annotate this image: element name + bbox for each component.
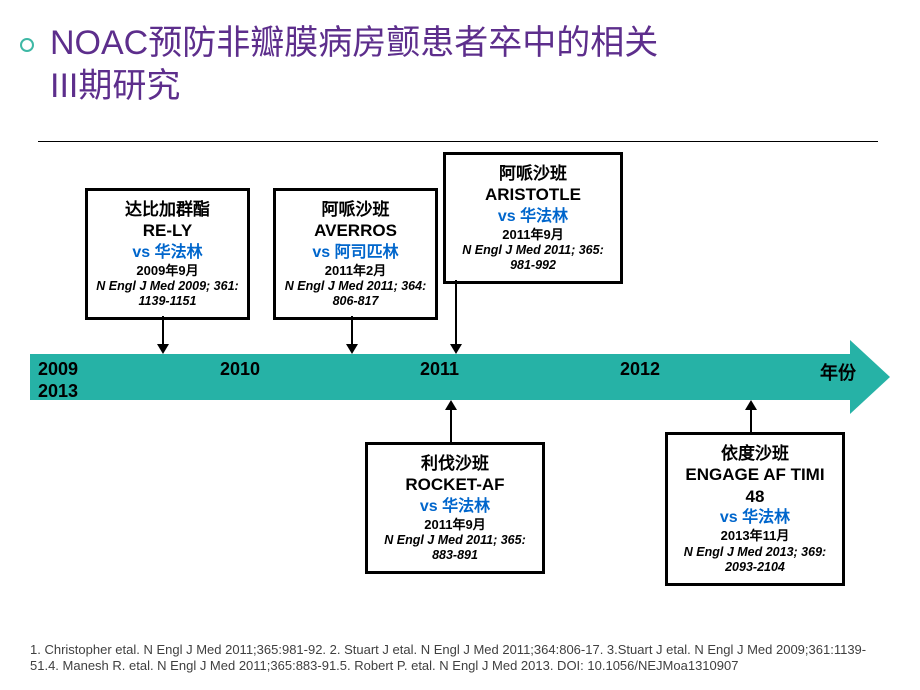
trial-citation: N Engl J Med 2009; 361: 1139-1151 bbox=[94, 279, 241, 309]
page-title: NOAC预防非瓣膜病房颤患者卒中的相关 III期研究 bbox=[50, 22, 658, 107]
title-line-1: NOAC预防非瓣膜病房颤患者卒中的相关 bbox=[50, 24, 658, 62]
title-line-2: III期研究 bbox=[50, 67, 180, 105]
trial-aristotle: 阿哌沙班ARISTOTLEvs 华法林2011年9月N Engl J Med 2… bbox=[443, 152, 623, 284]
arrow-down-icon bbox=[346, 344, 358, 354]
trial-drug: 利伐沙班 bbox=[374, 453, 536, 474]
arrow-up-icon bbox=[745, 400, 757, 410]
trial-drug: 阿哌沙班 bbox=[282, 199, 429, 220]
trial-drug: 达比加群酯 bbox=[94, 199, 241, 220]
connector-engage bbox=[750, 410, 752, 432]
trial-study-name: ROCKET-AF bbox=[374, 474, 536, 495]
connector-rocket bbox=[450, 410, 452, 442]
connector-averroes bbox=[351, 316, 353, 344]
trial-comparator: vs 华法林 bbox=[374, 496, 536, 518]
trial-date: 2011年2月 bbox=[282, 263, 429, 279]
header-rule bbox=[38, 141, 878, 142]
trial-citation: N Engl J Med 2013; 369: 2093-2104 bbox=[674, 545, 836, 575]
arrow-down-icon bbox=[157, 344, 169, 354]
year-2009: 2009 bbox=[38, 359, 78, 380]
trial-citation: N Engl J Med 2011; 365: 981-992 bbox=[452, 243, 614, 273]
trial-rely: 达比加群酯RE-LYvs 华法林2009年9月N Engl J Med 2009… bbox=[85, 188, 250, 320]
arrow-up-icon bbox=[445, 400, 457, 410]
trial-averroes: 阿哌沙班AVERROSvs 阿司匹林2011年2月N Engl J Med 20… bbox=[273, 188, 438, 320]
title-bullet-icon bbox=[20, 38, 34, 52]
trial-comparator: vs 华法林 bbox=[94, 242, 241, 264]
year-2012: 2012 bbox=[620, 359, 660, 380]
trial-study-name: ENGAGE AF TIMI 48 bbox=[674, 464, 836, 507]
trial-date: 2009年9月 bbox=[94, 263, 241, 279]
trial-comparator: vs 华法林 bbox=[674, 507, 836, 529]
trial-drug: 依度沙班 bbox=[674, 443, 836, 464]
trial-rocket: 利伐沙班ROCKET-AFvs 华法林2011年9月N Engl J Med 2… bbox=[365, 442, 545, 574]
trial-study-name: ARISTOTLE bbox=[452, 184, 614, 205]
connector-aristotle bbox=[455, 280, 457, 344]
trial-study-name: AVERROS bbox=[282, 220, 429, 241]
trial-study-name: RE-LY bbox=[94, 220, 241, 241]
connector-rely bbox=[162, 316, 164, 344]
arrow-down-icon bbox=[450, 344, 462, 354]
year-年份: 年份 bbox=[820, 359, 856, 385]
trial-citation: N Engl J Med 2011; 365: 883-891 bbox=[374, 533, 536, 563]
trial-drug: 阿哌沙班 bbox=[452, 163, 614, 184]
trial-date: 2013年11月 bbox=[674, 528, 836, 544]
year-2011: 2011 bbox=[420, 359, 459, 380]
trial-date: 2011年9月 bbox=[452, 227, 614, 243]
trial-engage: 依度沙班ENGAGE AF TIMI 48vs 华法林2013年11月N Eng… bbox=[665, 432, 845, 586]
timeline: 2009201020112012年份 2013 达比加群酯RE-LYvs 华法林… bbox=[30, 130, 890, 610]
trial-date: 2011年9月 bbox=[374, 517, 536, 533]
trial-citation: N Engl J Med 2011; 364: 806-817 bbox=[282, 279, 429, 309]
references: 1. Christopher etal. N Engl J Med 2011;3… bbox=[30, 642, 890, 675]
trial-comparator: vs 阿司匹林 bbox=[282, 242, 429, 264]
trial-comparator: vs 华法林 bbox=[452, 206, 614, 228]
year-2013: 2013 bbox=[38, 381, 78, 402]
year-2010: 2010 bbox=[220, 359, 260, 380]
timeline-arrow-head-icon bbox=[850, 340, 890, 414]
